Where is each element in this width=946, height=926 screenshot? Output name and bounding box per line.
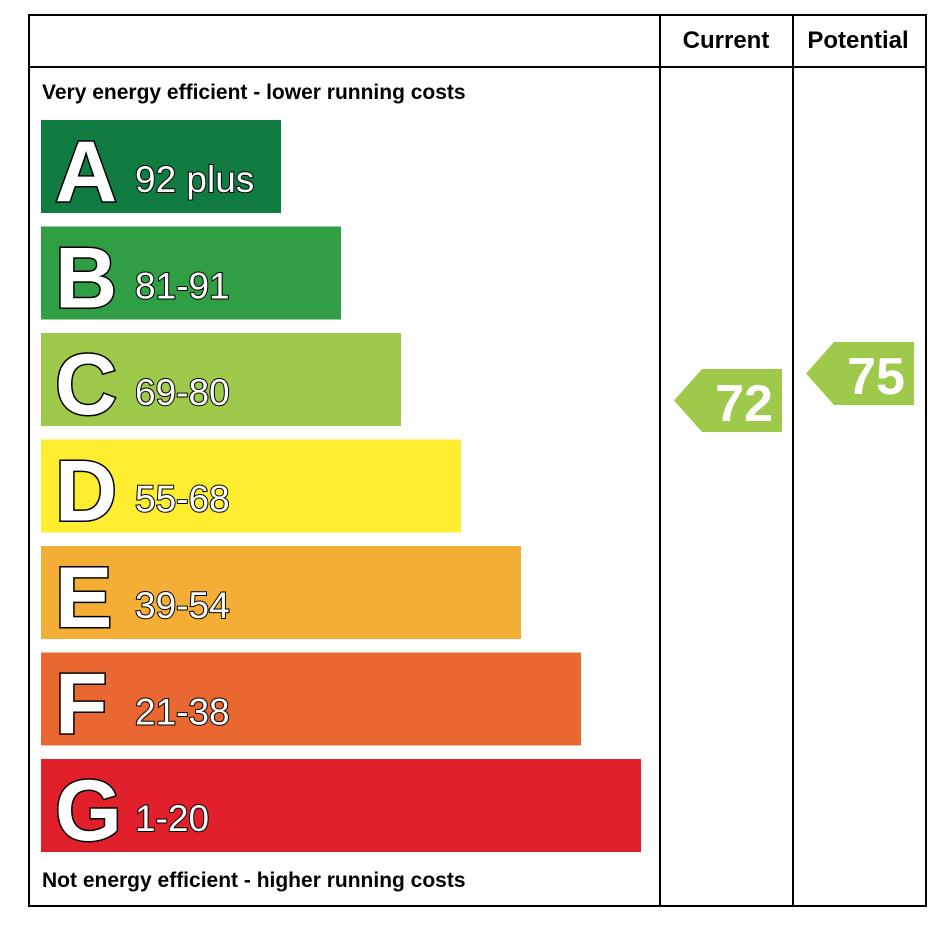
band-letter: E — [55, 550, 112, 646]
potential-rating-value: 75 — [847, 348, 905, 406]
band-D: D 55-68 — [41, 439, 461, 541]
band-bar — [41, 333, 401, 426]
arrow-shape — [806, 342, 914, 405]
band-range: 39-54 — [135, 585, 230, 626]
band-range: 92 plus — [135, 159, 254, 200]
band-letter: C — [55, 337, 117, 433]
current-rating-arrow: 72 — [674, 369, 782, 433]
band-bar — [41, 652, 581, 746]
band-bar — [41, 226, 341, 320]
band-bar — [41, 546, 521, 639]
band-bar — [41, 120, 281, 213]
band-G: G 1-20 — [41, 759, 641, 861]
band-B: B 81-91 — [41, 226, 341, 328]
band-range: 69-80 — [135, 372, 230, 413]
top-label: Very energy efficient - lower running co… — [42, 81, 466, 104]
potential-rating-arrow: 75 — [806, 342, 914, 406]
band-letter: D — [55, 444, 117, 540]
band-E: E 39-54 — [41, 546, 521, 648]
header-current: Current — [683, 27, 770, 54]
band-letter: B — [55, 231, 117, 327]
band-letter: F — [55, 657, 108, 753]
band-letter: A — [55, 124, 117, 220]
band-C: C 69-80 — [41, 333, 401, 435]
frame — [28, 14, 927, 907]
band-F: F 21-38 — [41, 652, 581, 754]
header-potential: Potential — [807, 27, 908, 54]
band-range: 81-91 — [135, 266, 230, 307]
band-range: 21-38 — [135, 692, 230, 733]
band-bar — [41, 759, 641, 852]
current-rating-value: 72 — [715, 375, 773, 433]
band-bar — [41, 439, 461, 533]
bottom-label: Not energy efficient - higher running co… — [42, 869, 466, 892]
band-A: A 92 plus — [41, 120, 281, 222]
band-range: 1-20 — [135, 798, 209, 839]
band-letter: G — [55, 763, 122, 859]
band-range: 55-68 — [135, 479, 230, 520]
arrow-shape — [674, 369, 782, 432]
